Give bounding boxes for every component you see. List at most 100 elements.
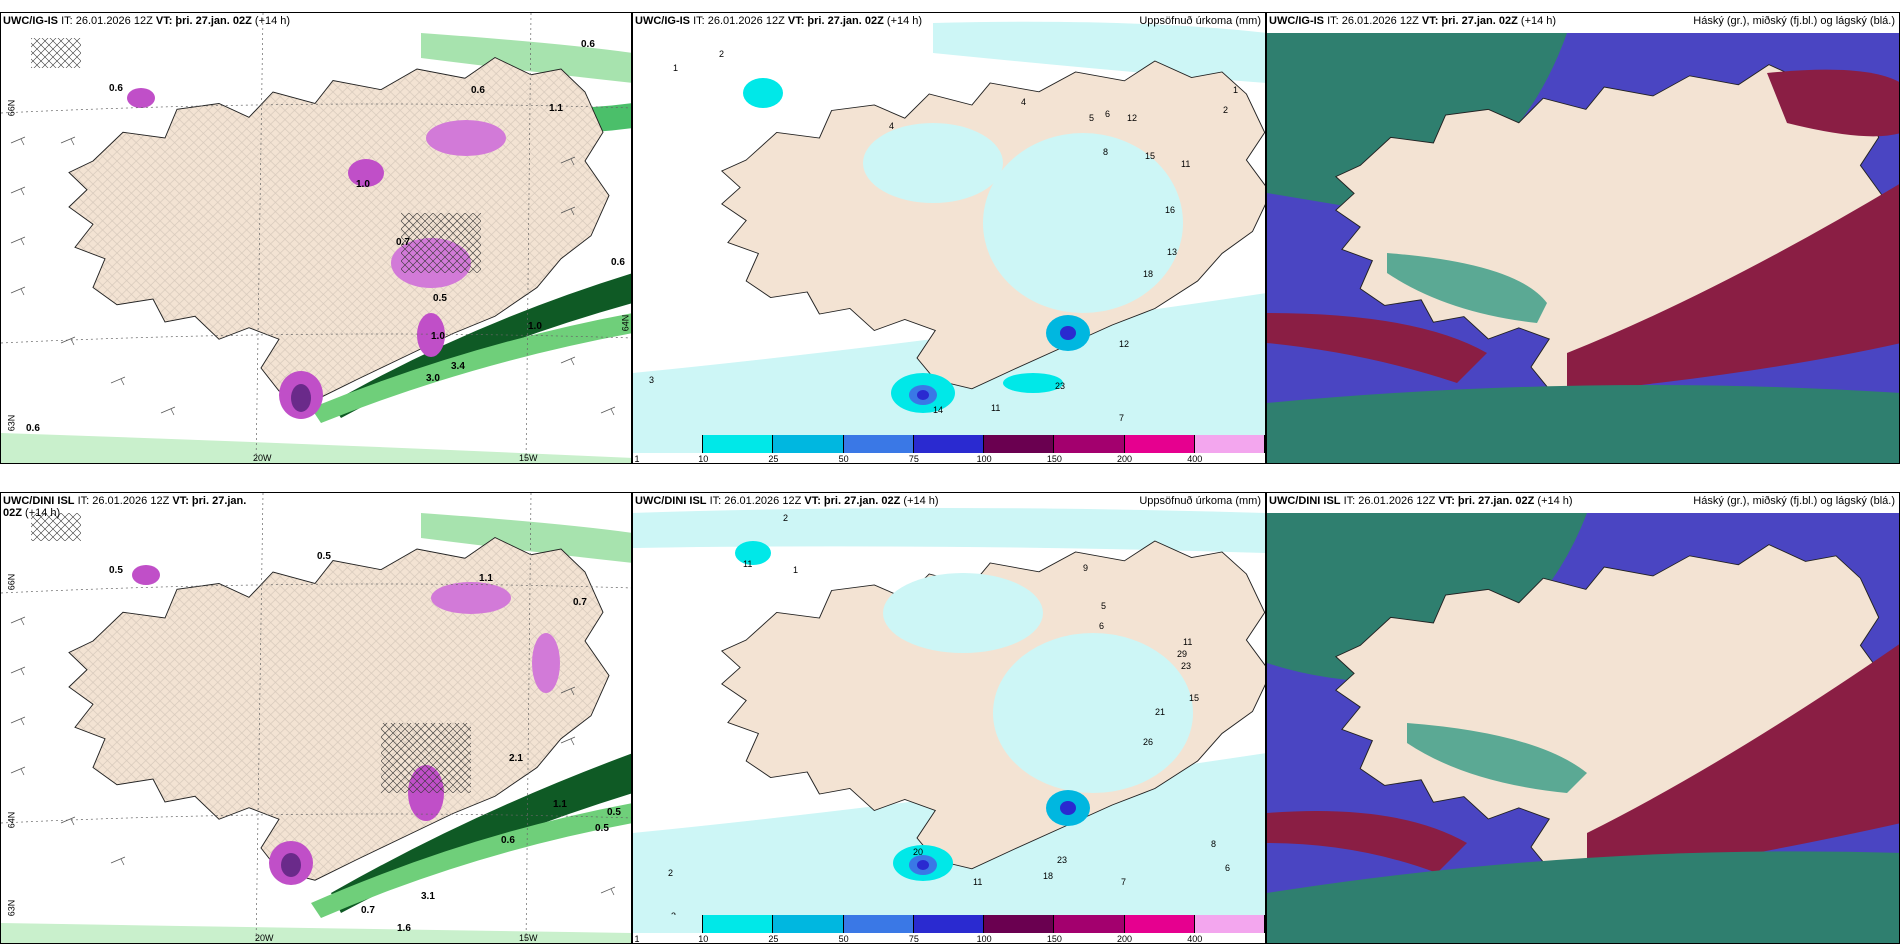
- colorbar-swatch: [633, 915, 704, 933]
- value-label: 3.4: [451, 361, 465, 372]
- lon-label-15w: 15W: [519, 453, 538, 463]
- value-label: 6: [1105, 109, 1111, 119]
- panel-header: UWC/DINI ISL IT: 26.01.2026 12Z VT: þri.…: [3, 495, 263, 519]
- value-label: 1.6: [397, 923, 411, 934]
- model-name: UWC/DINI ISL: [635, 495, 707, 507]
- value-label: 2: [1223, 105, 1229, 115]
- value-label: 0.5: [595, 823, 609, 834]
- lat-label-64n: 64N: [620, 314, 631, 332]
- wind-snow-map: [1, 493, 631, 943]
- lat-label-66n: 66N: [6, 573, 17, 591]
- value-label: 12: [1119, 339, 1130, 349]
- lead-time: (+14 h): [254, 15, 291, 27]
- value-label: 2.1: [509, 753, 523, 764]
- value-label: 9: [1083, 563, 1089, 573]
- value-label: 29: [1177, 649, 1188, 659]
- lat-label-63n: 63N: [6, 414, 17, 432]
- colorbar-swatch: [1054, 435, 1125, 453]
- panel-subtitle: Uppsöfnuð úrkoma (mm): [1139, 15, 1261, 27]
- init-time: IT: 26.01.2026 12Z: [1343, 495, 1436, 507]
- colorbar-swatch: [984, 435, 1055, 453]
- colorbar-tick-label: 50: [838, 454, 849, 464]
- colorbar-tick-label: 400: [1187, 934, 1203, 944]
- init-time: IT: 26.01.2026 12Z: [61, 15, 153, 27]
- value-label: 11: [1183, 637, 1193, 647]
- value-label: 2: [783, 513, 789, 523]
- init-time: IT: 26.01.2026 12Z: [709, 495, 802, 507]
- value-label: 5: [1101, 601, 1107, 611]
- map-panel-wind-top-left: UWC/IG-IS IT: 26.01.2026 12Z VT: þri. 27…: [0, 12, 632, 464]
- colorbar-swatch: [913, 915, 985, 933]
- value-label: 0.5: [433, 293, 447, 304]
- colorbar-tick-label: 75: [908, 454, 919, 464]
- colorbar-swatch: [1194, 915, 1265, 933]
- lat-label-64n: 64N: [6, 811, 17, 829]
- colorbar-swatch: [773, 915, 844, 933]
- lat-label-66n: 66N: [6, 99, 17, 117]
- value-label: 0.5: [607, 807, 621, 818]
- value-label: 1.0: [431, 331, 445, 342]
- colorbar-tick-label: 10: [698, 934, 709, 944]
- value-label: 0.6: [26, 423, 40, 434]
- model-name: UWC/IG-IS: [3, 15, 58, 27]
- lon-label-20w: 20W: [253, 453, 272, 463]
- value-label: 12: [1127, 113, 1138, 123]
- value-label: 11: [743, 559, 753, 569]
- value-label: 13: [1167, 247, 1178, 257]
- value-label: 14: [933, 405, 944, 415]
- map-panel-precip-top-middle: UWC/IG-IS IT: 26.01.2026 12Z VT: þri. 27…: [632, 12, 1266, 464]
- colorbar-swatch: [633, 435, 704, 453]
- value-label: 2: [719, 49, 725, 59]
- colorbar-tick-label: 100: [976, 454, 992, 464]
- colorbar: 1 10 25 50 75 100 150 200 400: [633, 915, 1265, 943]
- value-label: 4: [889, 121, 895, 131]
- value-label: 0.6: [581, 39, 595, 50]
- panel-subtitle: Háský (gr.), miðský (fj.bl.) og lágský (…: [1693, 15, 1895, 27]
- value-label: 6: [1099, 621, 1105, 631]
- value-label: 0.6: [501, 835, 515, 846]
- value-label: 3.1: [421, 891, 435, 902]
- cloud-map: [1267, 493, 1899, 943]
- value-label: 0.6: [109, 83, 123, 94]
- value-label: 0.7: [573, 597, 587, 608]
- value-label: 0.5: [317, 551, 331, 562]
- precip-map: [633, 13, 1265, 437]
- value-label: 1.1: [549, 103, 563, 114]
- lead-time: (+14 h): [25, 507, 61, 519]
- value-label: 8: [1103, 147, 1109, 157]
- value-label: 16: [1165, 205, 1176, 215]
- value-label: 7: [1121, 877, 1127, 887]
- map-panel-clouds-bottom-right: UWC/DINI ISL IT: 26.01.2026 12Z VT: þri.…: [1266, 492, 1900, 944]
- colorbar-tick-label: 200: [1117, 934, 1133, 944]
- panel-subtitle: Uppsöfnuð úrkoma (mm): [1139, 495, 1261, 507]
- colorbar-swatch: [703, 435, 774, 453]
- colorbar-swatch: [843, 435, 914, 453]
- value-label: 18: [1043, 871, 1054, 881]
- init-time: IT: 26.01.2026 12Z: [1327, 15, 1419, 27]
- value-label: 8: [1211, 839, 1217, 849]
- value-label: 15: [1145, 151, 1156, 161]
- value-label: 0.7: [361, 905, 375, 916]
- map-panel-wind-bottom-left: UWC/DINI ISL IT: 26.01.2026 12Z VT: þri.…: [0, 492, 632, 944]
- value-label: 21: [1155, 707, 1166, 717]
- map-panel-clouds-top-right: UWC/IG-IS IT: 26.01.2026 12Z VT: þri. 27…: [1266, 12, 1900, 464]
- lon-label-15w: 15W: [519, 933, 538, 943]
- value-label: 23: [1057, 855, 1068, 865]
- value-label: 1: [1233, 85, 1239, 95]
- colorbar-swatch: [1124, 915, 1195, 933]
- lead-time: (+14 h): [886, 15, 923, 27]
- value-label: 0.6: [471, 85, 485, 96]
- value-label: 2: [668, 868, 674, 878]
- value-label: 11: [1181, 159, 1191, 169]
- colorbar-swatch: [1124, 435, 1195, 453]
- value-label: 11: [973, 877, 983, 887]
- value-label: 18: [1143, 269, 1154, 279]
- value-label: 1.1: [479, 573, 493, 584]
- colorbar-tick-label: 150: [1046, 934, 1062, 944]
- value-label: 11: [991, 403, 1001, 413]
- value-label: 1: [793, 565, 799, 575]
- value-label: 1.0: [356, 179, 370, 190]
- wind-snow-map: [1, 13, 631, 463]
- colorbar-tick-label: 25: [768, 934, 779, 944]
- colorbar-swatch: [1054, 915, 1125, 933]
